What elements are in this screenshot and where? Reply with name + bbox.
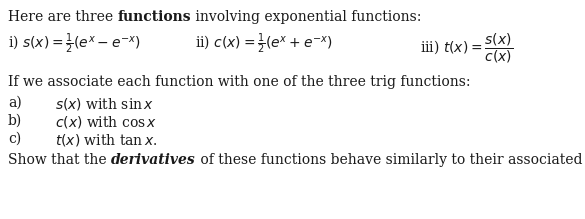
Text: $c(x)$ with cos$\,x$: $c(x)$ with cos$\,x$ (55, 114, 157, 130)
Text: Here are three: Here are three (8, 10, 118, 24)
Text: If we associate each function with one of the three trig functions:: If we associate each function with one o… (8, 75, 470, 89)
Text: ii) $c(x) = \frac{1}{2}(e^{x} + e^{-x})$: ii) $c(x) = \frac{1}{2}(e^{x} + e^{-x})$ (195, 32, 333, 56)
Text: derivatives: derivatives (111, 153, 195, 167)
Text: i) $s(x) = \frac{1}{2}(e^{x} - e^{-x})$: i) $s(x) = \frac{1}{2}(e^{x} - e^{-x})$ (8, 32, 141, 56)
Text: a): a) (8, 96, 22, 110)
Text: of these functions behave similarly to their associated trig functions.: of these functions behave similarly to t… (195, 153, 585, 167)
Text: functions: functions (118, 10, 191, 24)
Text: b): b) (8, 114, 22, 128)
Text: involving exponential functions:: involving exponential functions: (191, 10, 422, 24)
Text: c): c) (8, 132, 21, 146)
Text: $t(x)$ with tan$\,x$.: $t(x)$ with tan$\,x$. (55, 132, 157, 148)
Text: iii) $t(x) = \dfrac{s(x)}{c(x)}$: iii) $t(x) = \dfrac{s(x)}{c(x)}$ (420, 32, 513, 65)
Text: Show that the: Show that the (8, 153, 111, 167)
Text: $s(x)$ with sin$\,x$: $s(x)$ with sin$\,x$ (55, 96, 154, 112)
